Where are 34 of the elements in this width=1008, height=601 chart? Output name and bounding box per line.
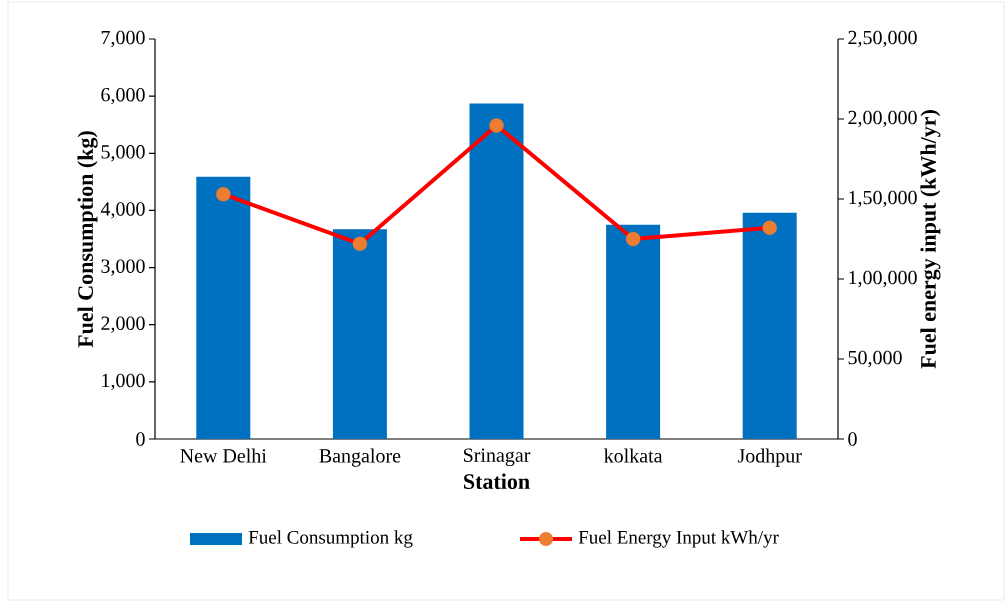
y-tick-label: 7,000	[101, 30, 145, 48]
legend-label: Fuel Energy Input kWh/yr	[578, 530, 779, 548]
point	[625, 231, 641, 247]
y-axis-title: Fuel Consumption (kg)	[77, 131, 98, 348]
y2-tick-label: 2,50,000	[848, 30, 917, 48]
y2-axis-title: Fuel energy input (kWh/yr)	[920, 110, 941, 369]
x-tick-label: kolkata	[604, 448, 663, 463]
x-tick-label: New Delhi	[180, 448, 267, 463]
y2-tick-label: 2,00,000	[848, 110, 917, 128]
point	[216, 187, 231, 202]
y-tick-label: 0	[136, 432, 145, 446]
y2-tick-label: 50,000	[848, 350, 902, 368]
point	[489, 118, 504, 133]
y-tick-label: 5,000	[101, 145, 145, 162]
bar	[742, 212, 797, 439]
bar	[332, 229, 387, 439]
y-tick-label: 2,000	[101, 316, 145, 333]
x-axis-title: Station	[464, 473, 530, 490]
x-tick-label: Srinagar	[463, 448, 531, 467]
y-tick-label: 4,000	[100, 202, 145, 219]
bar	[196, 176, 251, 439]
y-tick-label: 1,000	[102, 373, 145, 391]
point	[352, 236, 368, 251]
y-tick-label: 6,000	[101, 87, 145, 105]
y2-tick-label: 1,00,000	[849, 270, 917, 288]
y-tick-label: 3,000	[101, 259, 145, 276]
x-tick-label: Jodhpur	[737, 448, 802, 467]
bar	[606, 224, 661, 439]
legend-label: Fuel Consumption kg	[248, 530, 413, 548]
bar	[469, 103, 524, 439]
point	[762, 220, 777, 235]
y2-tick-label: 0	[848, 432, 857, 446]
y2-tick-label: 1,50,000	[849, 190, 917, 208]
x-tick-label: Bangalore	[319, 448, 401, 467]
